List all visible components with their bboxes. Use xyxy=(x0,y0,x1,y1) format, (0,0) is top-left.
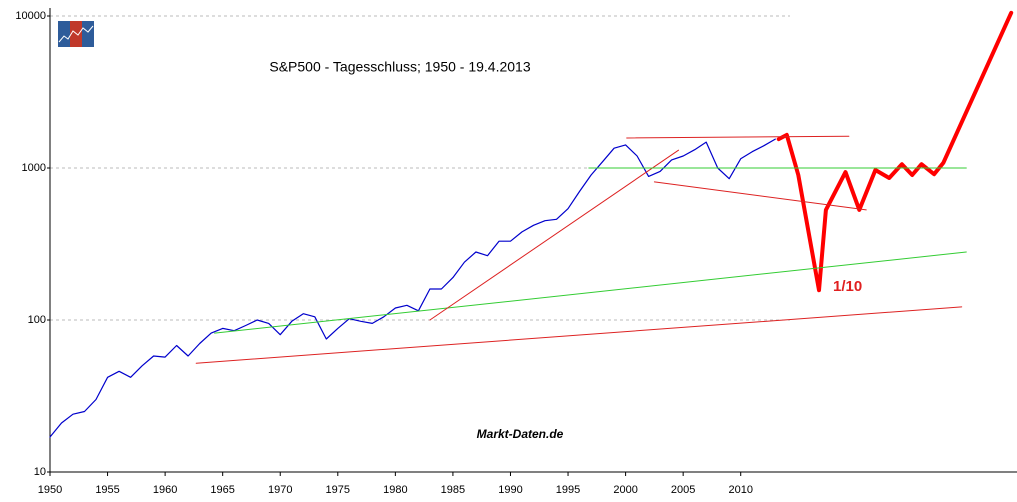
x-tick-label: 2000 xyxy=(613,484,637,496)
x-tick-label: 1955 xyxy=(95,484,119,496)
x-tick-label: 1960 xyxy=(153,484,177,496)
x-tick-label: 1975 xyxy=(326,484,350,496)
series-line xyxy=(653,181,867,211)
y-tick-label: 100 xyxy=(28,314,46,326)
x-tick-label: 1995 xyxy=(556,484,580,496)
annotation: 1/10 xyxy=(833,278,862,295)
y-tick-label: 10000 xyxy=(15,10,46,22)
x-tick-label: 1970 xyxy=(268,484,292,496)
y-tick-label: 10 xyxy=(34,466,46,478)
y-tick-label: 1000 xyxy=(22,162,46,174)
series-line xyxy=(776,10,1014,293)
series-line xyxy=(626,135,850,139)
x-tick-label: 1985 xyxy=(441,484,465,496)
x-tick-label: 1980 xyxy=(383,484,407,496)
chart-title: S&P500 - Tagesschluss; 1950 - 19.4.2013 xyxy=(269,59,530,75)
x-tick-label: 2010 xyxy=(728,484,752,496)
logo xyxy=(58,21,94,47)
x-tick-label: 1950 xyxy=(38,484,62,496)
series-line xyxy=(429,149,679,321)
x-tick-label: 2005 xyxy=(671,484,695,496)
series-line xyxy=(49,138,776,438)
series-line xyxy=(214,251,967,334)
series-line xyxy=(195,306,963,364)
x-tick-label: 1965 xyxy=(210,484,234,496)
watermark: Markt-Daten.de xyxy=(477,427,564,441)
x-tick-label: 1990 xyxy=(498,484,522,496)
